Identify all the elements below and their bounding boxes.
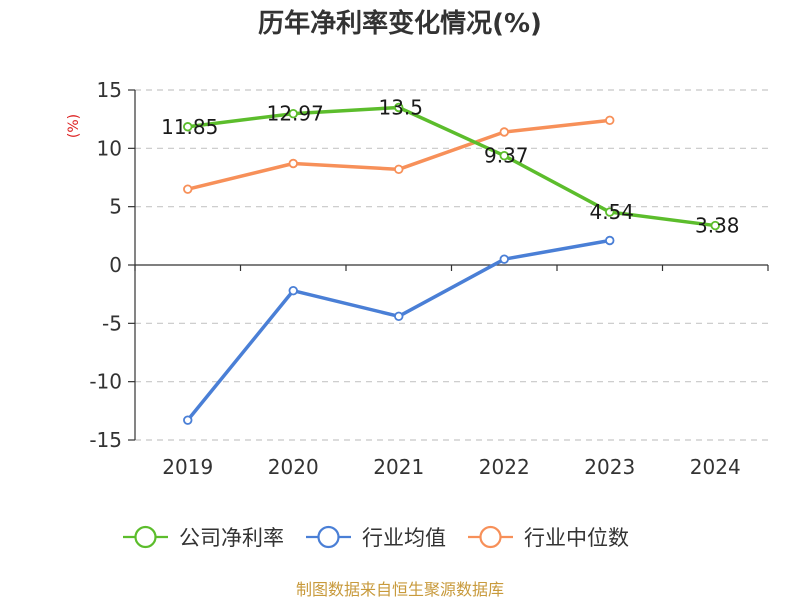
data-label: 3.38	[695, 214, 740, 238]
x-tick-label: 2024	[690, 455, 741, 479]
data-point	[288, 158, 298, 169]
data-label: 4.54	[589, 200, 634, 224]
legend-label: 公司净利率	[179, 526, 284, 550]
series-lines	[183, 102, 720, 425]
x-tick-label: 2019	[162, 455, 213, 479]
series-line	[186, 238, 612, 422]
data-point	[499, 150, 509, 161]
data-point	[499, 127, 509, 137]
legend-swatch-marker	[317, 525, 340, 549]
series-line	[186, 105, 717, 228]
data-point	[605, 115, 615, 126]
data-label: 9.37	[484, 144, 529, 168]
legend-swatch-marker	[479, 525, 502, 549]
y-tick-label: 0	[109, 253, 122, 277]
y-axis-label: (%)	[66, 114, 82, 138]
data-point	[288, 108, 298, 119]
y-tick-label: -10	[89, 370, 122, 394]
y-tick-label: 5	[109, 195, 122, 219]
legend-swatch-marker	[134, 525, 157, 549]
axes: 15 10 5 0 -5 -10 -15 2019 2020 2021 2022 2023 2024	[89, 78, 769, 479]
y-tick-label: -15	[89, 428, 122, 452]
data-labels: 11.85 12.97 13.5 9.37 4.54 3.38	[161, 96, 739, 238]
legend: 公司净利率 行业均值 行业中位数	[123, 525, 629, 550]
legend-label: 行业均值	[362, 526, 446, 550]
x-tick-label: 2021	[373, 455, 424, 479]
data-point	[394, 311, 404, 322]
data-point	[288, 285, 298, 296]
data-point	[394, 102, 404, 113]
data-label: 12.97	[267, 102, 324, 126]
data-point	[183, 184, 193, 194]
data-point	[183, 415, 193, 425]
y-tick-label: 10	[97, 136, 122, 160]
source-note: 制图数据来自恒生聚源数据库	[296, 580, 504, 599]
data-point	[605, 235, 615, 246]
data-point	[394, 164, 404, 175]
data-label: 11.85	[161, 115, 218, 139]
y-tick-label: 15	[97, 78, 122, 102]
chart-title: 历年净利率变化情况(%)	[258, 8, 542, 39]
x-tick-label: 2022	[479, 455, 530, 479]
data-point	[710, 220, 720, 231]
legend-label: 行业中位数	[524, 526, 629, 550]
x-tick-label: 2023	[584, 455, 635, 479]
data-point	[605, 207, 615, 217]
data-point	[183, 122, 193, 132]
data-label: 13.5	[378, 96, 423, 120]
y-tick-label: -5	[102, 311, 122, 335]
data-point	[499, 254, 509, 264]
x-tick-label: 2020	[268, 455, 319, 479]
